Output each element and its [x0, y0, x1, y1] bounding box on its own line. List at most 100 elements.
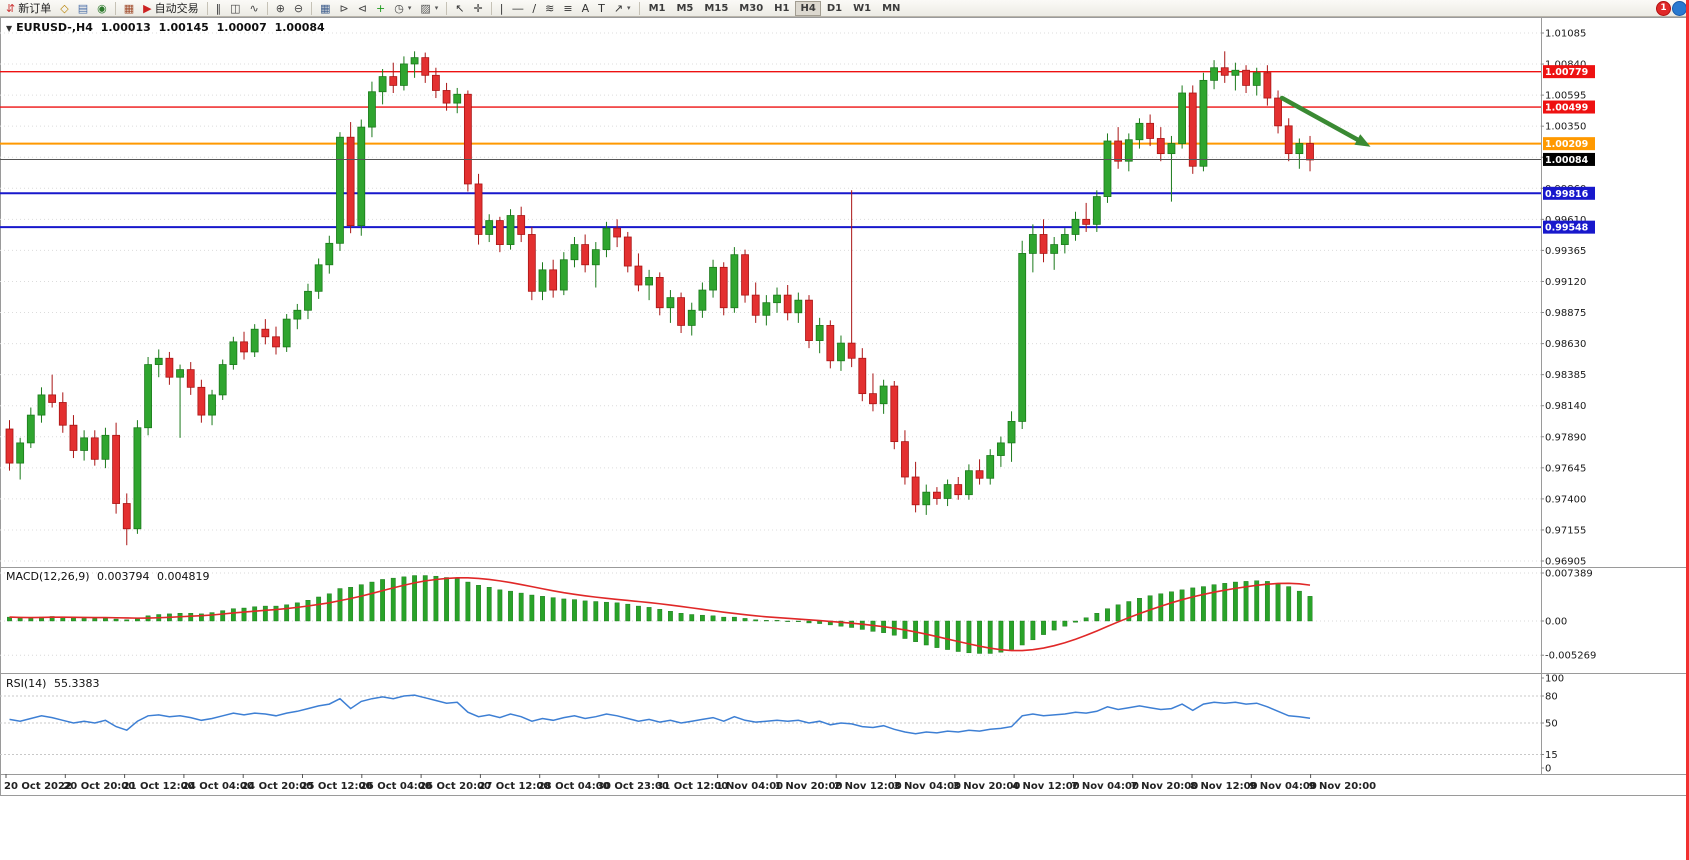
one-click-trading-toggle[interactable]: ▼: [6, 24, 13, 33]
text-label-button[interactable]: T: [594, 1, 609, 16]
candle: [282, 314, 291, 352]
horizontal-line-button[interactable]: ―: [508, 1, 527, 16]
svg-text:7 Nov 20:00: 7 Nov 20:00: [1131, 781, 1199, 792]
tile-windows-icon: ▦: [320, 1, 331, 15]
chart-title: ▼ EURUSD-,H4 1.00013 1.00145 1.00007 1.00…: [6, 21, 329, 34]
text-icon: A: [581, 1, 590, 15]
candle: [1242, 65, 1250, 93]
svg-text:1.00779: 1.00779: [1545, 67, 1588, 78]
zoom-in-button[interactable]: ⊕: [272, 1, 289, 16]
notification-count-badge[interactable]: 1: [1656, 1, 1671, 16]
svg-text:0.98875: 0.98875: [1545, 308, 1586, 319]
hline-0.99816[interactable]: 0.99816: [0, 186, 1595, 200]
chart-shift-button[interactable]: ⊲: [354, 1, 371, 16]
terminal-button[interactable]: ▦: [120, 1, 138, 16]
vertical-line-button[interactable]: |: [496, 1, 508, 16]
data-window-button[interactable]: ◉: [93, 1, 111, 16]
arrows-button[interactable]: ↗ ▾: [610, 1, 635, 16]
candles: [5, 51, 1314, 546]
candle: [911, 461, 920, 513]
svg-text:0.007389: 0.007389: [1545, 569, 1593, 580]
candle: [666, 290, 675, 323]
candle: [581, 234, 590, 273]
rsi-axis[interactable]: 100 80 50 15 0: [1541, 674, 1564, 775]
candle: [186, 362, 195, 395]
indicators-button[interactable]: +: [372, 1, 389, 16]
candle: [1231, 62, 1240, 91]
tile-windows-button[interactable]: ▦: [316, 1, 334, 16]
crosshair-button[interactable]: ✛: [469, 1, 486, 16]
svg-text:0.97645: 0.97645: [1545, 463, 1586, 474]
ohlc-low: 1.00007: [216, 21, 267, 34]
candle: [261, 319, 270, 345]
macd-axis[interactable]: 0.007389 0.00 -0.005269: [1541, 569, 1596, 662]
trendline-button[interactable]: ∕: [528, 1, 540, 16]
hline-1.00779[interactable]: 1.00779: [0, 65, 1595, 79]
candle: [634, 253, 643, 292]
fibonacci-button[interactable]: ≋: [541, 1, 558, 16]
candle: [655, 272, 664, 316]
svg-text:3 Nov 04:00: 3 Nov 04:00: [894, 781, 962, 792]
svg-text:0.97890: 0.97890: [1545, 432, 1586, 443]
deposit-icon: ◇: [60, 1, 69, 15]
svg-text:26 Oct 04:00: 26 Oct 04:00: [360, 781, 432, 792]
hline-1.00209[interactable]: 1.00209: [0, 137, 1595, 151]
timeframe-m15-button[interactable]: M15: [699, 1, 733, 16]
candle: [1146, 114, 1155, 147]
candle: [154, 349, 163, 378]
market-watch-button[interactable]: ▤: [74, 1, 92, 16]
candle: [1103, 133, 1112, 203]
notification-blue-icon[interactable]: [1672, 1, 1687, 16]
candle: [986, 449, 995, 485]
hline-0.99548[interactable]: 0.99548: [0, 220, 1595, 234]
deposit-button[interactable]: ◇: [56, 1, 72, 16]
cursor-button[interactable]: ↖: [451, 1, 468, 16]
svg-text:20 Oct 2022: 20 Oct 2022: [4, 781, 72, 792]
trend-arrow[interactable]: [1279, 95, 1371, 147]
channels-button[interactable]: ≡: [559, 1, 576, 16]
candlestick-chart-button[interactable]: ◫: [226, 1, 244, 16]
text-button[interactable]: A: [578, 1, 594, 16]
timeframe-mn-button[interactable]: MN: [877, 1, 905, 16]
candle: [314, 258, 323, 299]
bar-chart-icon: ‖: [215, 1, 222, 15]
line-chart-button[interactable]: ∿: [245, 1, 262, 16]
macd-label: MACD(12,26,9) 0.003794 0.004819: [6, 570, 214, 583]
timeframe-h4-button[interactable]: H4: [795, 0, 821, 16]
toolbar-separator: [114, 1, 116, 15]
timeframe-m5-button[interactable]: M5: [671, 1, 698, 16]
svg-text:0.97400: 0.97400: [1545, 494, 1586, 505]
candle: [847, 190, 856, 368]
periods-button[interactable]: ◷ ▾: [390, 1, 415, 16]
candle: [922, 484, 931, 515]
timeframe-w1-button[interactable]: W1: [848, 1, 876, 16]
auto-scroll-button[interactable]: ⊳: [336, 1, 353, 16]
macd-name: MACD(12,26,9): [6, 570, 90, 583]
svg-text:1.00595: 1.00595: [1545, 91, 1586, 102]
toolbar-separator: [206, 1, 208, 15]
templates-button[interactable]: ▨ ▾: [416, 1, 442, 16]
candle: [122, 493, 131, 546]
svg-text:0.99548: 0.99548: [1545, 223, 1589, 234]
new-order-button[interactable]: ⇵ 新订单: [2, 1, 55, 16]
candle: [527, 226, 536, 301]
bar-chart-button[interactable]: ‖: [212, 1, 226, 16]
candle: [250, 324, 259, 357]
candle: [463, 90, 472, 192]
candle: [794, 292, 803, 323]
vertical-line-icon: |: [499, 1, 504, 15]
svg-text:0.98630: 0.98630: [1545, 339, 1586, 350]
templates-icon: ▨: [420, 1, 431, 15]
timeframe-m30-button[interactable]: M30: [734, 1, 768, 16]
timeframe-m1-button[interactable]: M1: [644, 1, 671, 16]
timeframe-h1-button[interactable]: H1: [769, 1, 794, 16]
candle: [16, 437, 25, 480]
timeframe-d1-button[interactable]: D1: [822, 1, 847, 16]
candle: [709, 259, 717, 298]
autotrading-button[interactable]: ▶ 自动交易: [139, 1, 202, 16]
candle: [1060, 228, 1069, 254]
svg-text:31 Oct 12:00: 31 Oct 12:00: [656, 781, 728, 792]
hline-1.00499[interactable]: 1.00499: [0, 100, 1595, 114]
zoom-out-button[interactable]: ⊖: [290, 1, 307, 16]
